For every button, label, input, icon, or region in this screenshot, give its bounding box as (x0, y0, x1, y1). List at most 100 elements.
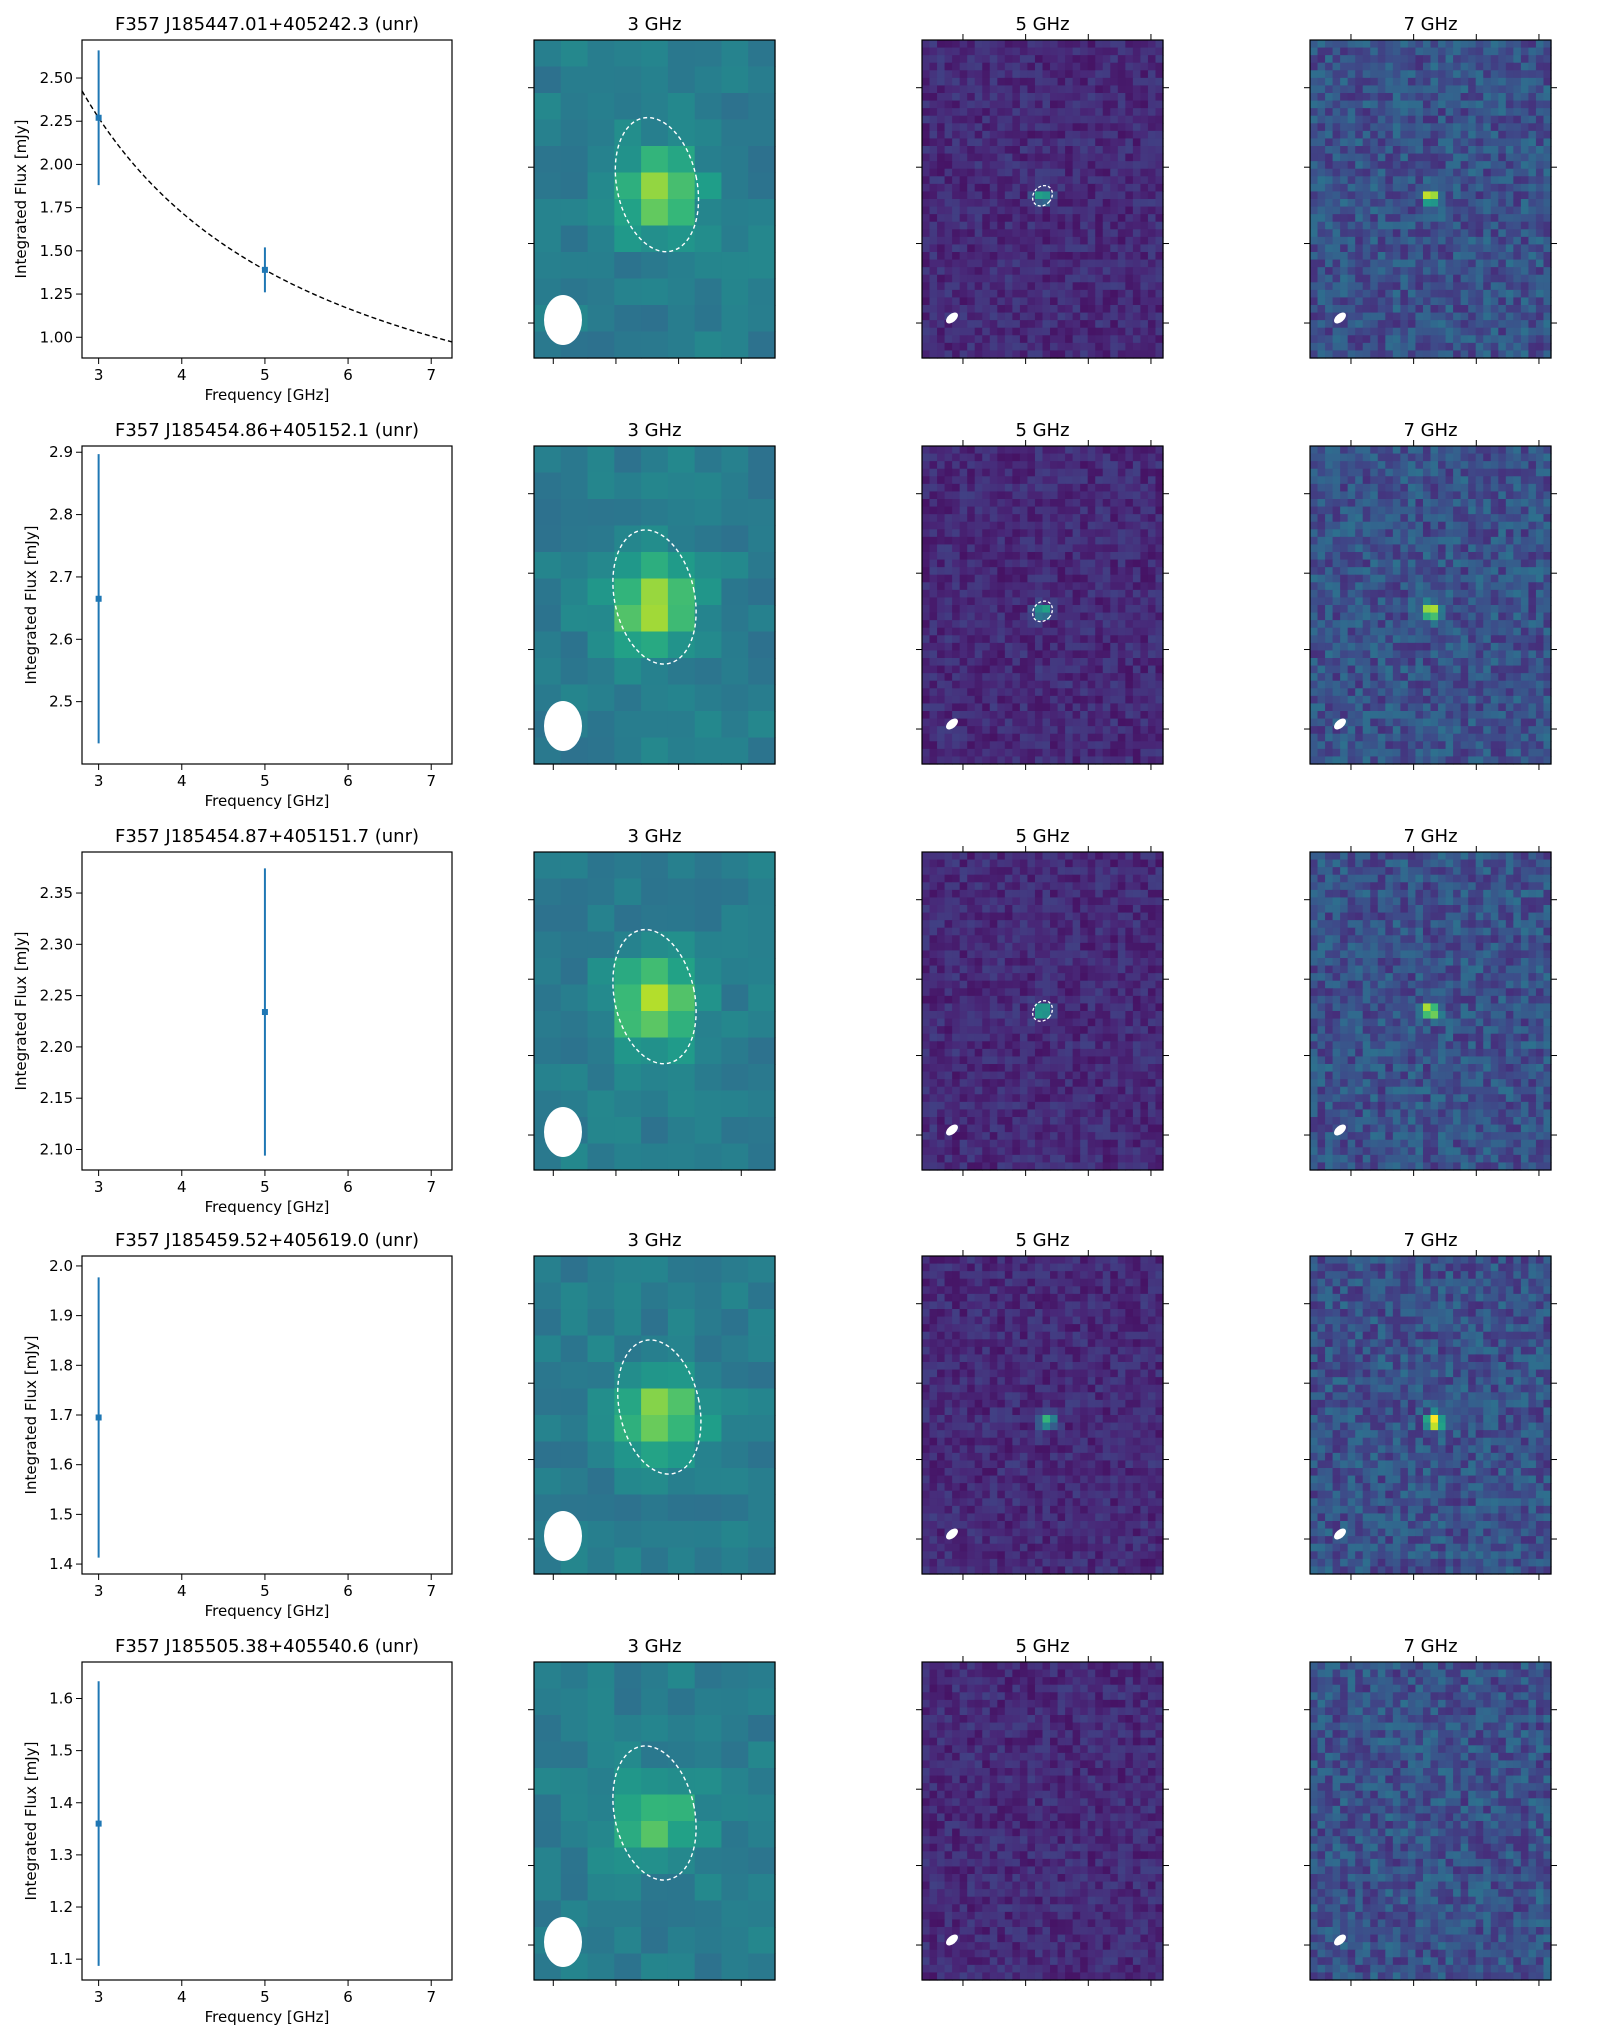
pixel (1415, 259, 1424, 268)
pixel (1392, 305, 1401, 314)
pixel (1520, 476, 1530, 485)
pixel (967, 55, 976, 64)
pixel (967, 726, 976, 735)
pixel (1483, 85, 1492, 94)
pixel (1019, 726, 1029, 735)
pixel (1422, 282, 1432, 291)
thumbnail-3ghz: 3 GHz (528, 420, 776, 770)
pixel (1392, 161, 1401, 170)
pixel (1072, 461, 1081, 470)
pixel (1034, 650, 1044, 659)
pixel (1520, 282, 1530, 291)
pixel (1065, 320, 1074, 329)
pixel (1332, 236, 1341, 246)
pixel (1004, 461, 1013, 470)
pixel (1407, 47, 1417, 56)
pixel (1155, 327, 1164, 336)
pixel (1460, 108, 1469, 117)
pixel (959, 695, 968, 705)
pixel (1147, 605, 1157, 614)
pixel (1460, 453, 1469, 462)
pixel (1019, 711, 1029, 720)
pixel (1362, 483, 1371, 493)
pixel (1050, 756, 1059, 765)
pixel (1080, 183, 1089, 193)
pixel (1475, 342, 1484, 352)
pixel (1535, 55, 1545, 64)
pixel (1513, 176, 1522, 185)
pixel (1415, 62, 1424, 71)
pixel (1355, 468, 1364, 477)
pixel (974, 536, 983, 546)
pixel (1147, 312, 1157, 321)
pixel (937, 85, 946, 94)
pixel (1155, 741, 1164, 750)
pixel (1034, 506, 1044, 515)
pixel (1340, 506, 1349, 515)
pixel (1125, 635, 1134, 644)
pixel (1132, 176, 1142, 185)
pixel (1535, 199, 1545, 208)
thumbnail-title: 5 GHz (1015, 420, 1069, 441)
pixel (1535, 123, 1545, 132)
pixel (937, 312, 946, 321)
pixel (982, 183, 991, 193)
thumbnail-frame (533, 445, 776, 765)
pixel (944, 161, 953, 170)
pixel (1483, 297, 1492, 306)
pixel (1422, 153, 1432, 162)
pixel (1460, 267, 1469, 276)
pixel (922, 305, 931, 314)
pixel (1475, 305, 1484, 314)
pixel (1102, 483, 1111, 493)
pixel (1050, 726, 1059, 735)
pixel (1392, 153, 1401, 162)
pixel (1080, 559, 1089, 568)
pixel (1535, 491, 1545, 500)
pixel (1102, 93, 1111, 102)
pixel (959, 191, 968, 200)
pixel (1332, 567, 1341, 576)
pixel (1012, 327, 1021, 336)
pixel (1362, 259, 1371, 268)
pixel (721, 472, 749, 500)
pixel (1528, 267, 1537, 276)
pixel (1072, 274, 1081, 283)
pixel (1147, 47, 1157, 56)
pixel (1019, 221, 1029, 230)
pixel (967, 658, 976, 667)
pixel (1468, 320, 1477, 329)
pixel (997, 559, 1006, 568)
pixel (1340, 461, 1349, 470)
pixel (1140, 468, 1149, 477)
pixel (1095, 40, 1104, 49)
pixel (1012, 521, 1021, 530)
pixel (1095, 726, 1104, 735)
pixel (989, 138, 998, 147)
pixel (748, 711, 776, 739)
pixel (1422, 115, 1432, 124)
pixel (1065, 115, 1074, 124)
pixel (1027, 123, 1036, 132)
pixel (1027, 138, 1036, 147)
pixel (1057, 206, 1066, 215)
pixel (922, 453, 931, 462)
pixel (1095, 673, 1104, 682)
pixel (694, 331, 723, 359)
pixel (1347, 544, 1356, 553)
pixel (1415, 536, 1424, 546)
pixel (1438, 214, 1447, 223)
pixel (944, 499, 953, 508)
pixel (1050, 453, 1059, 462)
pixel (1004, 521, 1013, 530)
pixel (1102, 221, 1111, 230)
pixel (694, 499, 723, 527)
pixel (1468, 259, 1477, 268)
pixel (929, 252, 938, 261)
pixel (1490, 282, 1499, 291)
pixel (1400, 47, 1409, 56)
pixel (1535, 312, 1545, 321)
data-point (261, 266, 268, 273)
pixel (1422, 108, 1432, 117)
pixel (1065, 665, 1074, 674)
